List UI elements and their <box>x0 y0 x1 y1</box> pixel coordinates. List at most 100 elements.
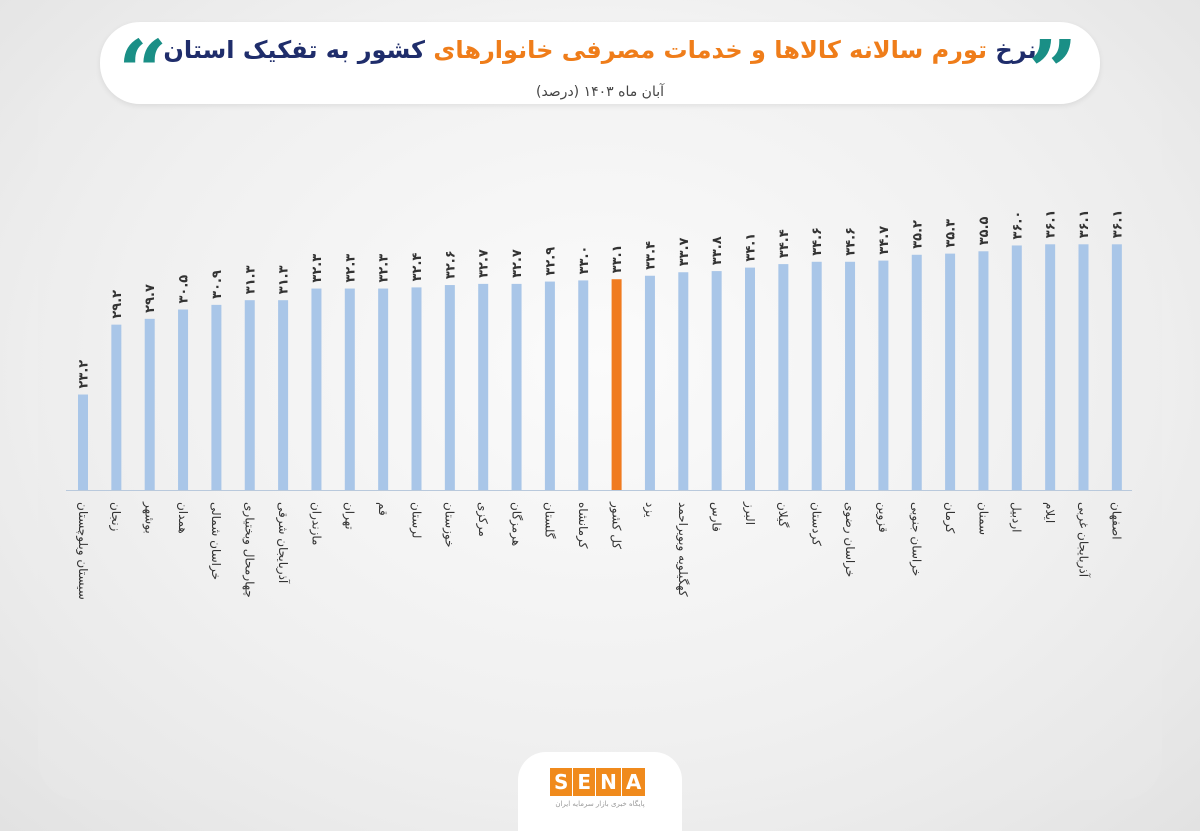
bar <box>411 287 422 490</box>
page-subtitle: آبان ماه ۱۴۰۳ (درصد) <box>535 84 665 100</box>
category-label: کرمانشاه <box>575 502 590 549</box>
page-title: نرخ تورم سالانه کالاها و خدمات مصرفی خان… <box>150 36 1050 64</box>
value-label: ۳۱.۳ <box>277 265 292 294</box>
bar <box>678 272 689 490</box>
value-label: ۳۰.۹ <box>210 270 225 299</box>
bar <box>811 261 822 490</box>
category-label: زنجان <box>108 502 123 532</box>
title-part-1: نرخ <box>995 36 1037 64</box>
bar <box>78 394 88 490</box>
bar <box>778 264 789 490</box>
category-label: خوزستان <box>442 502 457 548</box>
title-banner <box>100 22 1100 104</box>
bar <box>178 309 189 490</box>
value-label: ۳۲.۹ <box>543 247 558 276</box>
bar <box>278 300 289 490</box>
category-label: بوشهر <box>141 501 156 534</box>
category-label: گیلان <box>776 502 790 528</box>
bar <box>511 283 522 490</box>
value-label: ۲۳.۲ <box>77 360 92 389</box>
category-label: اصفهان <box>1110 502 1124 540</box>
bar <box>244 300 255 490</box>
bar <box>945 253 956 490</box>
category-label: قزوین <box>875 502 890 533</box>
category-label: سیستان وبلوچستان <box>75 502 90 600</box>
category-label: کهگیلویه وبویراحمد <box>675 502 690 597</box>
bar <box>144 318 155 490</box>
bar <box>444 285 455 490</box>
value-label: ۳۶.۱ <box>1110 210 1125 239</box>
category-label: خراسان جنوبی <box>909 502 924 576</box>
category-label: سمنان <box>976 502 990 535</box>
category-label: خراسان رضوی <box>842 502 857 577</box>
value-label: ۳۱.۳ <box>243 265 258 294</box>
value-label: ۳۲.۶ <box>443 250 458 279</box>
bar <box>311 288 322 490</box>
bar <box>1045 244 1056 490</box>
chart-panel <box>38 70 1162 800</box>
title-part-2: تورم سالانه کالاها و خدمات مصرفی خانواره… <box>433 36 988 64</box>
bar <box>745 267 755 490</box>
category-label: چهارمحال وبختیاری <box>242 502 257 598</box>
bar <box>111 324 122 490</box>
title-part-3: کشور به تفکیک استان <box>163 36 425 64</box>
category-label: تهران <box>342 502 357 530</box>
bar <box>1078 244 1089 490</box>
bar <box>211 304 222 490</box>
bar <box>344 288 355 490</box>
value-label: ۳۳.۴ <box>644 241 659 270</box>
category-label: یزد <box>642 502 657 517</box>
bar <box>644 275 655 490</box>
category-label: مرکزی <box>475 502 490 537</box>
bar-highlight <box>611 279 622 490</box>
value-label: ۳۵.۵ <box>977 216 992 245</box>
bar <box>845 261 856 490</box>
value-label: ۳۳.۰ <box>577 246 592 275</box>
value-label: ۳۴.۱ <box>744 233 759 262</box>
value-label: ۳۰.۵ <box>177 275 192 304</box>
bar <box>1011 245 1022 490</box>
value-label: ۳۶.۱ <box>1077 210 1092 239</box>
value-label: ۳۵.۳ <box>944 219 959 248</box>
value-label: ۲۹.۷ <box>143 284 158 313</box>
category-label: همدان <box>176 502 190 534</box>
category-label: آذربایجان غربی <box>1075 502 1091 578</box>
value-label: ۳۲.۳ <box>343 254 358 283</box>
bar <box>378 288 389 490</box>
value-label: ۳۳.۱ <box>610 244 625 273</box>
category-label: قم <box>376 502 390 516</box>
category-label: خراسان شمالی <box>208 502 223 580</box>
value-label: ۳۳.۸ <box>710 236 725 265</box>
value-label: ۳۴.۶ <box>844 227 859 256</box>
value-label: ۲۹.۲ <box>110 290 125 319</box>
value-label: ۳۲.۳ <box>310 254 325 283</box>
bar <box>478 283 489 490</box>
category-label: گلستان <box>543 502 557 539</box>
value-label: ۳۲.۷ <box>510 249 525 278</box>
category-label: ایلام <box>1043 502 1057 523</box>
value-label: ۳۲.۳ <box>377 254 392 283</box>
quote-close-icon: ” <box>1028 22 1078 123</box>
category-label: هرمزگان <box>508 502 523 546</box>
category-label: کل کشور <box>608 501 623 549</box>
value-label: ۳۶.۰ <box>1010 211 1025 240</box>
bar <box>1111 244 1122 490</box>
logo-letter-s: S <box>550 768 573 796</box>
logo-letter-a: A <box>621 768 646 796</box>
value-label: ۳۴.۷ <box>877 226 892 255</box>
value-label: ۳۲.۴ <box>410 253 425 282</box>
value-label: ۳۲.۷ <box>477 249 492 278</box>
bar <box>578 280 589 490</box>
category-label: کردستان <box>809 502 824 546</box>
logo-letter-e: E <box>573 768 596 796</box>
category-label: اردبیل <box>1009 502 1024 533</box>
category-label: فارس <box>708 502 723 532</box>
bar <box>878 260 889 490</box>
category-label: کرمان <box>942 502 957 534</box>
value-label: ۳۴.۴ <box>777 229 792 258</box>
logo-letter-n: N <box>596 768 621 796</box>
quote-open-icon: “ <box>118 22 168 123</box>
value-label: ۳۳.۷ <box>677 237 692 266</box>
category-label: لرستان <box>408 502 423 538</box>
value-label: ۳۴.۶ <box>810 227 825 256</box>
